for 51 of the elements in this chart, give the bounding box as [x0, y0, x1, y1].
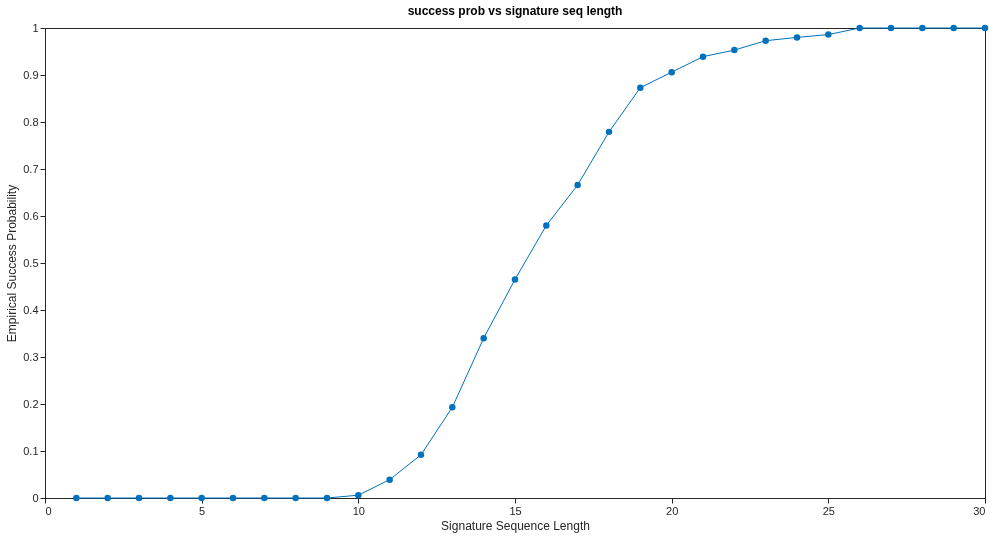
y-tick-label: 0.6 [23, 209, 39, 222]
point [480, 334, 487, 342]
point [762, 37, 769, 44]
point [104, 494, 111, 502]
point [887, 24, 895, 32]
point [668, 68, 675, 76]
point [198, 494, 205, 502]
point [323, 494, 331, 502]
y-tick-label: 1 [32, 21, 39, 34]
point [574, 181, 581, 189]
point [73, 494, 80, 502]
y-tick-label: 0.2 [23, 397, 39, 410]
point [699, 53, 707, 60]
point [292, 494, 299, 502]
y-tick-label: 0.7 [23, 162, 39, 175]
point [981, 24, 989, 32]
point [637, 84, 644, 91]
point [417, 451, 425, 458]
point [386, 476, 393, 483]
point [919, 24, 926, 32]
point [605, 128, 613, 136]
point [731, 46, 738, 54]
y-tick-label: 0.5 [23, 256, 39, 269]
point [261, 494, 268, 502]
chart-title: success prob vs signature seq length [407, 4, 623, 18]
point [950, 24, 957, 32]
point [793, 34, 801, 41]
y-tick-label: 0.3 [23, 350, 39, 363]
point [229, 494, 237, 502]
point [135, 494, 143, 502]
y-tick-label: 0.4 [23, 303, 39, 316]
x-tick-label: 5 [199, 504, 206, 517]
x-axis-title: Signature Sequence Length [441, 518, 590, 533]
y-tick-label: 0.8 [23, 115, 39, 128]
x-tick-label: 25 [822, 504, 835, 517]
x-tick-label: 0 [45, 504, 52, 517]
y-tick-label: 0.9 [23, 68, 39, 81]
x-tick-label: 30 [973, 504, 986, 517]
x-tick-label: 15 [509, 504, 522, 517]
point [856, 24, 863, 32]
point [511, 276, 519, 283]
point [543, 222, 550, 229]
x-tick-label: 20 [666, 504, 679, 517]
y-tick-label: 0.1 [23, 444, 39, 457]
point [355, 491, 362, 499]
point [449, 404, 456, 411]
point [167, 494, 174, 502]
x-tick-label: 10 [352, 504, 365, 517]
point [825, 31, 832, 38]
y-axis-title: Empirical Success Probability [5, 184, 20, 343]
y-tick-label: 0 [32, 491, 39, 504]
